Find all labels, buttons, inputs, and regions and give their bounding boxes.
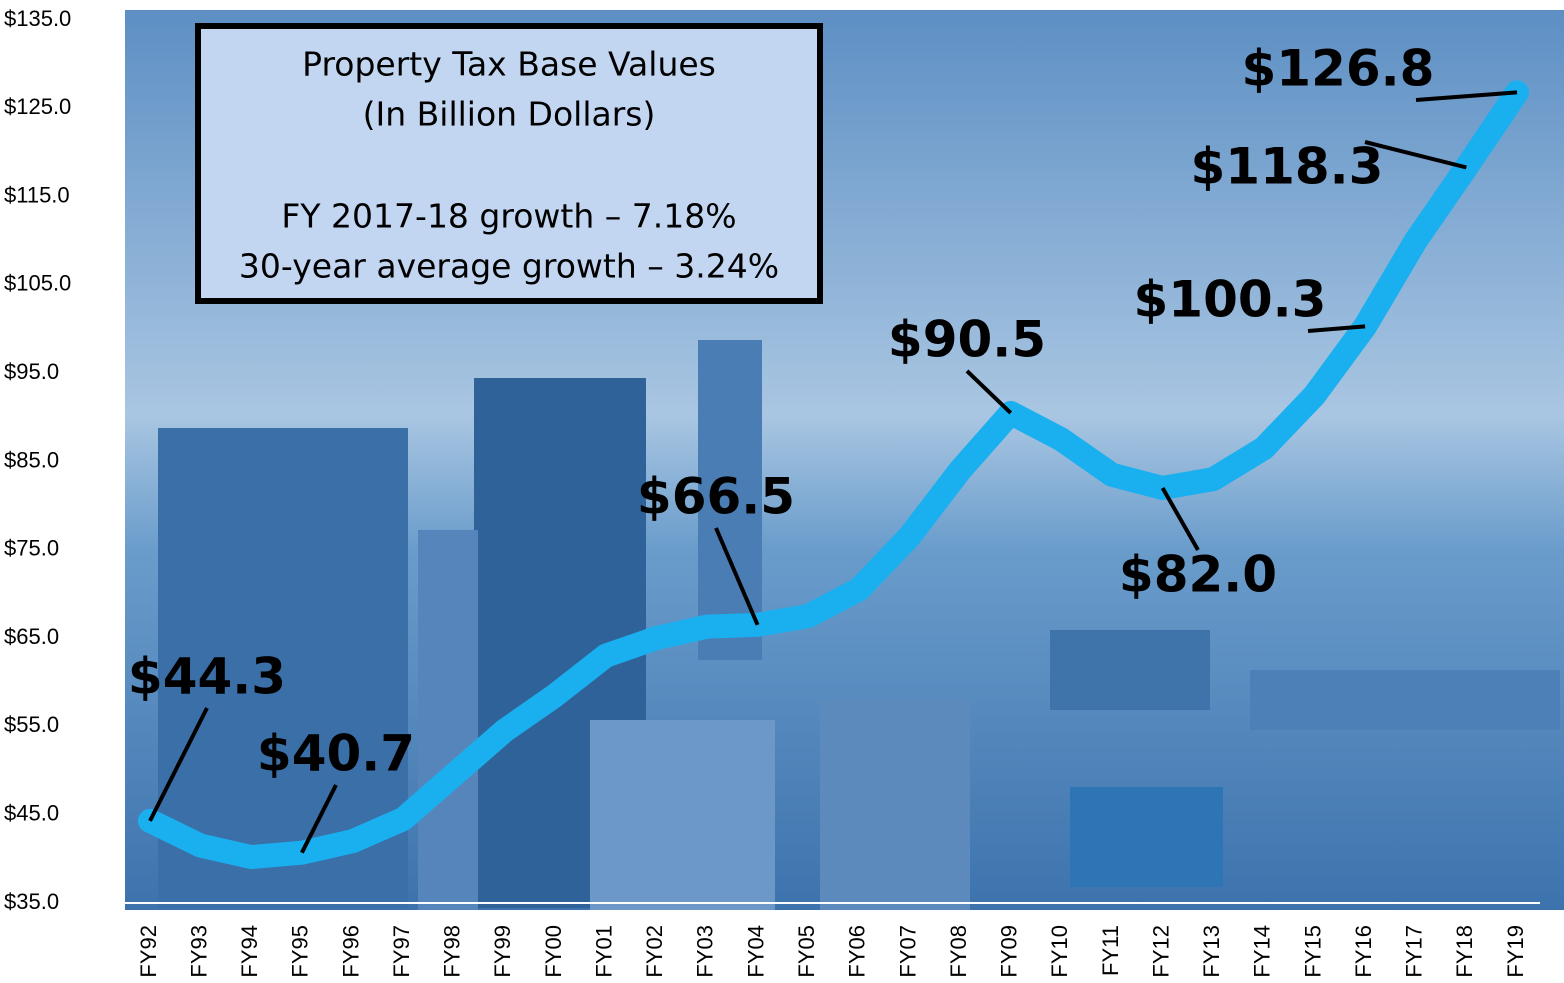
x-tick-label: FY03 (693, 925, 718, 978)
data-label: $126.8 (1242, 40, 1435, 98)
data-label: $82.0 (1119, 546, 1277, 604)
x-tick-label: FY99 (490, 925, 515, 978)
info-box: Property Tax Base Values (In Billion Dol… (198, 26, 820, 301)
x-tick-label: FY13 (1199, 925, 1224, 978)
x-tick-label: FY17 (1402, 925, 1427, 978)
chart-subtitle: (In Billion Dollars) (363, 95, 656, 134)
y-tick-label: $115.0 (4, 182, 70, 207)
x-tick-label: FY16 (1351, 925, 1376, 978)
y-tick-label: $45.0 (4, 801, 59, 826)
y-tick-label: $35.0 (4, 889, 59, 914)
y-tick-label: $125.0 (4, 94, 71, 119)
annotation: FY 2017-18 growth – 7.18% (281, 197, 736, 236)
x-tick-label: FY09 (997, 925, 1022, 978)
x-tick-label: FY14 (1250, 925, 1275, 978)
y-tick-label: $85.0 (4, 447, 59, 472)
x-tick-label: FY12 (1148, 925, 1173, 978)
x-tick-label: FY93 (186, 925, 211, 978)
y-tick-label: $75.0 (4, 536, 59, 561)
x-tick-label: FY97 (389, 925, 414, 978)
x-tick-label: FY08 (946, 925, 971, 978)
data-label: $90.5 (888, 311, 1046, 369)
y-tick-label: $65.0 (4, 624, 59, 649)
chart: Property Tax Base Values (In Billion Dol… (0, 0, 1564, 983)
x-tick-label: FY94 (237, 925, 262, 978)
x-tick-label: FY01 (591, 925, 616, 978)
data-label: $118.3 (1191, 138, 1384, 196)
data-label: $66.5 (637, 468, 795, 526)
x-tick-label: FY96 (338, 925, 363, 978)
x-tick-label: FY18 (1452, 925, 1477, 978)
annotation: 30-year average growth – 3.24% (239, 247, 779, 286)
x-tick-label: FY15 (1300, 925, 1325, 978)
y-tick-label: $55.0 (4, 712, 59, 737)
x-tick-label: FY19 (1503, 925, 1528, 978)
data-label: $40.7 (257, 725, 415, 783)
x-tick-label: FY92 (136, 925, 161, 978)
data-label: $44.3 (128, 648, 286, 706)
x-tick-label: FY04 (743, 925, 768, 978)
data-label: $100.3 (1134, 271, 1327, 329)
x-tick-label: FY10 (1047, 925, 1072, 978)
x-tick-label: FY95 (288, 925, 313, 978)
x-tick-label: FY98 (440, 925, 465, 978)
y-tick-label: $95.0 (4, 359, 59, 384)
x-tick-label: FY06 (845, 925, 870, 978)
chart-title: Property Tax Base Values (302, 45, 716, 84)
x-tick-label: FY02 (642, 925, 667, 978)
x-tick-label: FY05 (794, 925, 819, 978)
x-tick-label: FY11 (1098, 925, 1123, 976)
x-tick-label: FY00 (541, 925, 566, 978)
y-tick-label: $105.0 (4, 271, 71, 296)
y-tick-label: $135.0 (4, 6, 71, 31)
x-tick-label: FY07 (895, 925, 920, 978)
